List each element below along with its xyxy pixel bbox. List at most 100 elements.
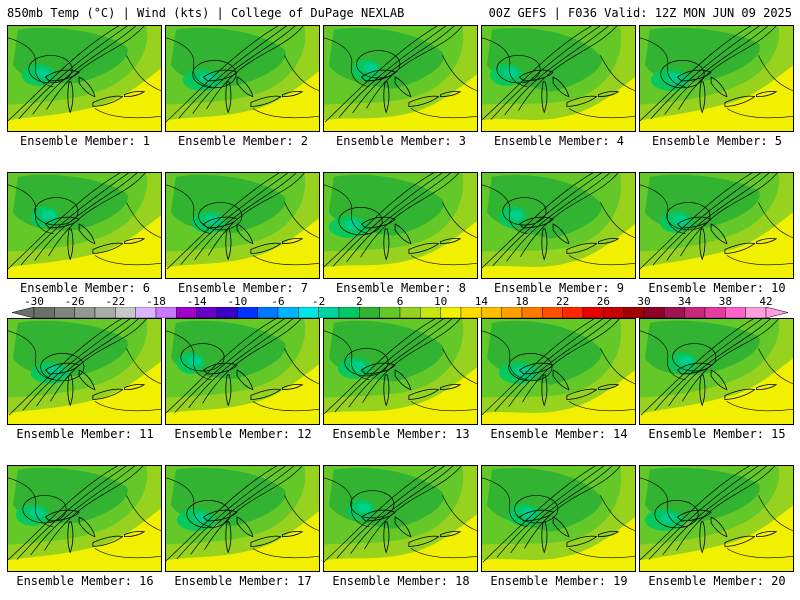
colorbar-swatch — [33, 307, 55, 318]
temperature-map — [8, 26, 161, 131]
colorbar-tick: -26 — [64, 295, 85, 308]
valid-time: 00Z GEFS | F036 Valid: 12Z MON JUN 09 20… — [488, 6, 792, 20]
colorbar-swatch — [704, 307, 726, 318]
temperature-map — [8, 466, 161, 571]
ensemble-member-label: Ensemble Member: 16 — [16, 574, 154, 588]
colorbar-swatch — [725, 307, 746, 318]
temperature-map — [8, 173, 161, 278]
ensemble-panel — [323, 172, 478, 279]
ensemble-member-label: Ensemble Member: 12 — [174, 427, 312, 441]
temperature-map — [482, 26, 635, 131]
ensemble-member-label: Ensemble Member: 18 — [332, 574, 470, 588]
temperature-map — [640, 319, 793, 424]
colorbar-swatch — [623, 307, 645, 318]
ensemble-panel — [481, 465, 636, 572]
ensemble-member-label: Ensemble Member: 17 — [174, 574, 312, 588]
colorbar-tick: 34 — [678, 295, 692, 308]
temperature-colorbar — [12, 307, 788, 318]
colorbar-swatch — [542, 307, 563, 318]
colorbar-swatch — [745, 307, 767, 318]
colorbar-tick-labels: -30 -26 -22 -18 -14 -10 -6 -2 2 6 10 14 18 22 26 30 34 38… — [12, 295, 788, 308]
ensemble-panel — [481, 172, 636, 279]
colorbar-tick: 18 — [515, 295, 529, 308]
ensemble-panel — [481, 25, 636, 132]
colorbar-tick: -18 — [146, 295, 166, 308]
ensemble-member-label: Ensemble Member: 8 — [335, 281, 467, 295]
colorbar-tick: -14 — [186, 295, 207, 308]
ensemble-member-label: Ensemble Member: 13 — [332, 427, 470, 441]
temperature-map — [324, 319, 477, 424]
colorbar-tick: 42 — [759, 295, 773, 308]
ensemble-member-label: Ensemble Member: 11 — [16, 427, 154, 441]
ensemble-panel — [7, 465, 162, 572]
chart-title: 850mb Temp (°C) | Wind (kts) | College o… — [7, 6, 405, 20]
ensemble-member-label: Ensemble Member: 7 — [177, 281, 309, 295]
temperature-map — [166, 466, 319, 571]
ensemble-panel — [165, 172, 320, 279]
temperature-map — [324, 26, 477, 131]
colorbar-swatch — [684, 307, 706, 318]
temperature-map — [482, 466, 635, 571]
ensemble-member-label: Ensemble Member: 3 — [335, 134, 467, 148]
ensemble-member-label: Ensemble Member: 2 — [177, 134, 309, 148]
temperature-map — [8, 319, 161, 424]
colorbar-swatch — [379, 307, 401, 318]
colorbar-tick: 10 — [434, 295, 448, 308]
ensemble-member-label: Ensemble Member: 6 — [19, 281, 151, 295]
temperature-map — [166, 26, 319, 131]
colorbar-swatch — [135, 307, 157, 318]
ensemble-panel — [639, 465, 794, 572]
colorbar-tick: 6 — [396, 295, 404, 308]
colorbar-tick: 30 — [637, 295, 651, 308]
colorbar-swatch — [460, 307, 482, 318]
colorbar-swatch — [155, 307, 177, 318]
temperature-map — [640, 26, 793, 131]
temperature-map — [640, 466, 793, 571]
colorbar-swatch — [54, 307, 75, 318]
ensemble-member-label: Ensemble Member: 14 — [490, 427, 628, 441]
ensemble-panel — [323, 318, 478, 425]
colorbar-tick: -6 — [271, 295, 285, 308]
ensemble-panel — [323, 25, 478, 132]
colorbar-tick: 26 — [596, 295, 610, 308]
colorbar-swatch — [359, 307, 380, 318]
colorbar-tick: 2 — [356, 295, 363, 308]
temperature-map — [166, 319, 319, 424]
temperature-map — [640, 173, 793, 278]
colorbar-tick: 22 — [556, 295, 570, 308]
ensemble-panel — [7, 25, 162, 132]
colorbar-swatch — [318, 307, 340, 318]
colorbar-swatch — [176, 307, 197, 318]
ensemble-member-label: Ensemble Member: 15 — [648, 427, 786, 441]
colorbar-tick: -22 — [105, 295, 126, 308]
colorbar-swatch — [440, 307, 462, 318]
colorbar-swatch — [257, 307, 279, 318]
colorbar-swatch — [603, 307, 624, 318]
colorbar-swatch — [94, 307, 116, 318]
colorbar-swatch — [521, 307, 543, 318]
ensemble-panel — [165, 318, 320, 425]
ensemble-panel — [639, 25, 794, 132]
ensemble-panel — [7, 172, 162, 279]
colorbar-tick: -30 — [24, 295, 44, 308]
colorbar-swatch — [562, 307, 584, 318]
ensemble-panel — [481, 318, 636, 425]
colorbar-swatch — [664, 307, 685, 318]
colorbar-swatch — [277, 307, 299, 318]
ensemble-member-label: Ensemble Member: 5 — [651, 134, 783, 148]
ensemble-member-label: Ensemble Member: 1 — [19, 134, 151, 148]
colorbar-swatch — [582, 307, 604, 318]
temperature-map — [324, 173, 477, 278]
colorbar-swatch — [501, 307, 523, 318]
colorbar-tick: -10 — [227, 295, 248, 308]
ensemble-panel — [165, 465, 320, 572]
ensemble-member-label: Ensemble Member: 20 — [648, 574, 786, 588]
colorbar-tick: 38 — [718, 295, 732, 308]
ensemble-panel — [7, 318, 162, 425]
colorbar-swatch — [298, 307, 319, 318]
temperature-map — [166, 173, 319, 278]
colorbar-tick: 14 — [474, 295, 488, 308]
colorbar-swatch — [420, 307, 441, 318]
ensemble-member-label: Ensemble Member: 10 — [648, 281, 786, 295]
ensemble-member-label: Ensemble Member: 19 — [490, 574, 628, 588]
